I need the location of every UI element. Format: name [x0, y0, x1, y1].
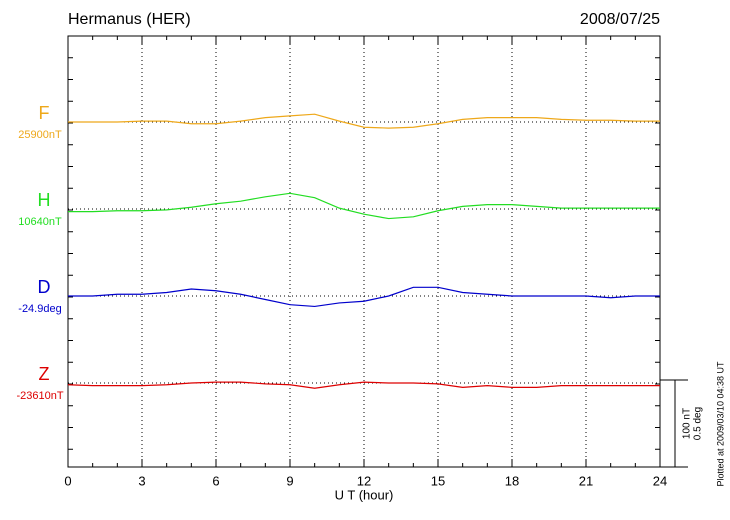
x-tick-label: 12 — [357, 473, 371, 488]
x-tick-label: 3 — [138, 473, 145, 488]
x-tick-label: 18 — [505, 473, 519, 488]
series-name: F — [39, 103, 50, 123]
x-tick-label: 24 — [653, 473, 667, 488]
scale-label: 100 nT — [682, 408, 693, 439]
x-tick-label: 0 — [64, 473, 71, 488]
x-axis-label: U T (hour) — [335, 487, 394, 502]
series-baseline: 10640nT — [18, 216, 62, 228]
scale-label: 0.5 deg — [693, 407, 704, 440]
series-name: D — [38, 277, 51, 297]
series-baseline: 25900nT — [18, 129, 62, 141]
series-line — [68, 192, 660, 220]
series-baseline: -24.9deg — [18, 303, 61, 315]
series-name: H — [38, 190, 51, 210]
x-tick-label: 21 — [579, 473, 593, 488]
series-name: Z — [39, 364, 50, 384]
footnote: Plotted at 2009/03/10 04:38 UT — [715, 361, 725, 487]
chart-date: 2008/07/25 — [580, 11, 660, 28]
chart-title: Hermanus (HER) — [68, 11, 191, 28]
x-tick-label: 9 — [286, 473, 293, 488]
series-baseline: -23610nT — [16, 390, 63, 402]
x-tick-label: 6 — [212, 473, 219, 488]
series-line — [67, 381, 660, 389]
x-tick-label: 15 — [431, 473, 445, 488]
series-line — [68, 286, 660, 308]
series-line — [68, 113, 660, 129]
